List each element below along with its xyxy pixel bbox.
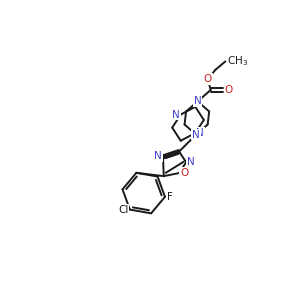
- Text: CH$_3$: CH$_3$: [227, 55, 248, 68]
- Text: O: O: [203, 74, 212, 84]
- Text: F: F: [167, 192, 172, 202]
- Text: N: N: [194, 96, 202, 106]
- Text: N: N: [187, 157, 195, 166]
- Text: O: O: [180, 168, 188, 178]
- Text: N: N: [196, 128, 204, 138]
- Text: N: N: [154, 151, 162, 161]
- Text: O: O: [225, 85, 233, 95]
- Text: N: N: [192, 130, 200, 140]
- Text: N: N: [172, 110, 180, 119]
- Text: Cl: Cl: [118, 205, 128, 214]
